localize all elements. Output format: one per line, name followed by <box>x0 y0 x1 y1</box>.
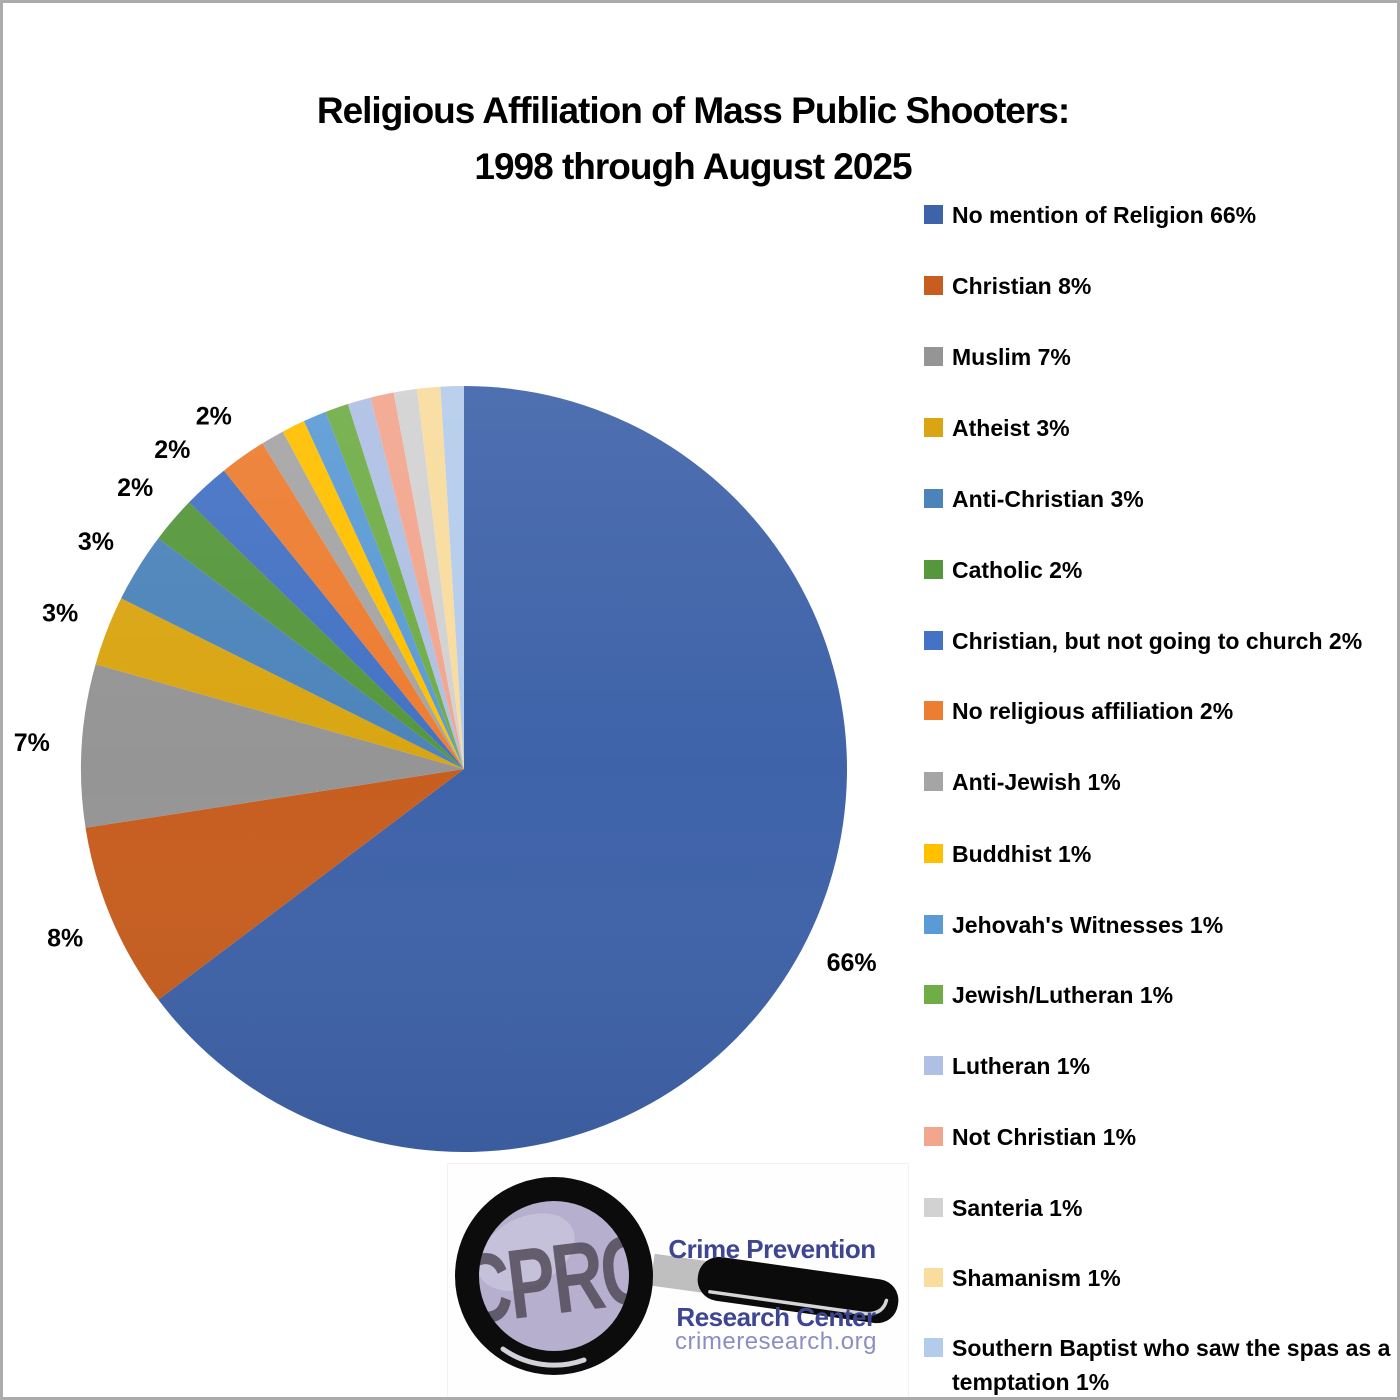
pie-sheen-overlay <box>81 386 847 1152</box>
pie-callout-7: 2% <box>196 402 232 430</box>
magnifier-ferrule <box>650 1253 707 1293</box>
pie-callout-2: 7% <box>14 729 50 757</box>
chart-title-line1: Religious Affiliation of Mass Public Sho… <box>316 90 1070 131</box>
pie-callout-3: 3% <box>42 599 78 627</box>
chart-title: Religious Affiliation of Mass Public Sho… <box>13 83 1373 195</box>
logo-org-line2: Research Center <box>676 1302 876 1332</box>
pie-chart: 66%8%7%3%3%2%2%2% <box>14 386 877 1152</box>
handle-gloss-highlight <box>708 1290 889 1316</box>
cprc-logo-art: CPRC Crime Prevention Research Center cr… <box>453 1177 899 1375</box>
logo-org-line1: Crime Prevention <box>668 1234 875 1264</box>
lens-highlight <box>477 1213 575 1291</box>
ring-bottom-highlight <box>500 1346 587 1368</box>
cprc-logo: CPRC Crime Prevention Research Center cr… <box>447 1163 909 1397</box>
chart-title-line2: 1998 through August 2025 <box>474 146 912 187</box>
pie-callout-0: 66% <box>827 949 877 977</box>
magnifier-handle <box>697 1256 899 1324</box>
pie-callout-6: 2% <box>154 436 190 464</box>
pie-callout-5: 2% <box>117 474 153 502</box>
logo-website: crimeresearch.org <box>675 1328 877 1355</box>
pie-callout-1: 8% <box>47 925 83 953</box>
magnifier-handle-group <box>650 1253 899 1324</box>
pie-callout-labels: 66%8%7%3%3%2%2%2% <box>14 402 877 976</box>
pie-callout-4: 3% <box>78 528 114 556</box>
